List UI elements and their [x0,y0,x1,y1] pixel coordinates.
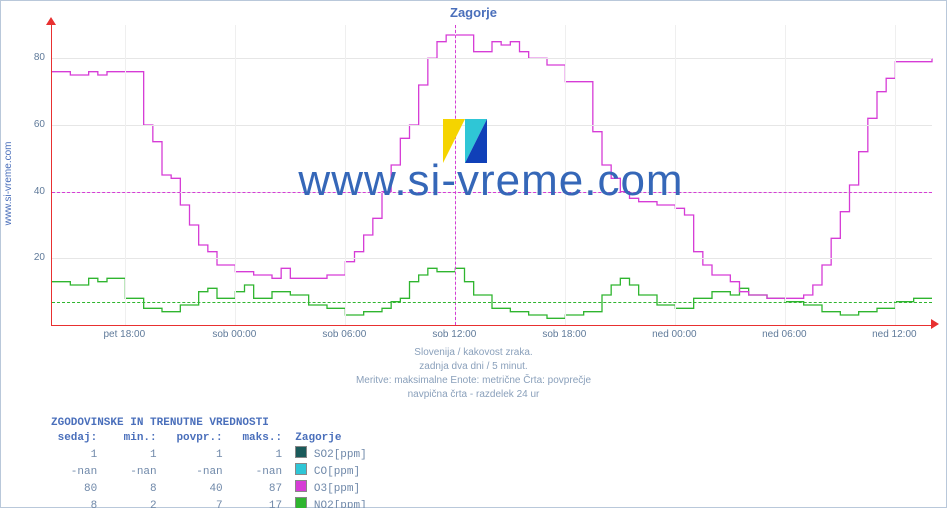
avg-line-o3 [52,192,932,193]
legend-label: CO[ppm] [314,466,360,478]
h-gridline [52,258,932,259]
x-tick-label: ned 06:00 [762,329,807,340]
stats-table: ZGODOVINSKE IN TRENUTNE VREDNOSTI sedaj:… [51,416,367,508]
stats-row: -nan -nan -nan -nan CO[ppm] [51,463,367,480]
stats-row: 1 1 1 1 SO2[ppm] [51,446,367,463]
x-axis-arrow-icon [931,319,939,329]
y-axis-arrow-icon [46,17,56,25]
stats-title: ZGODOVINSKE IN TRENUTNE VREDNOSTI [51,416,367,431]
chart-frame: www.si-vreme.com Zagorje Slovenija / kak… [0,0,947,508]
stats-row: 80 8 40 87 O3[ppm] [51,480,367,497]
legend-swatch-icon [295,446,307,458]
legend-label: O3[ppm] [314,483,360,495]
caption-line: navpična črta - razdelek 24 ur [1,388,946,402]
avg-line-no2 [52,302,932,303]
series-no2 [52,268,932,318]
x-tick-label: sob 06:00 [322,329,366,340]
side-source-label: www.si-vreme.com [3,141,14,225]
v-gridline [235,25,236,325]
h-gridline [52,125,932,126]
x-tick-label: sob 00:00 [212,329,256,340]
legend-label: NO2[ppm] [314,500,367,508]
legend-swatch-icon [295,480,307,492]
v-gridline [345,25,346,325]
x-tick-label: ned 12:00 [872,329,917,340]
x-tick-label: sob 12:00 [432,329,476,340]
chart-svg [52,25,932,325]
caption-line: Meritve: maksimalne Enote: metrične Črta… [1,374,946,388]
x-tick-label: sob 18:00 [542,329,586,340]
y-tick-label: 80 [5,52,45,63]
x-tick-label: ned 00:00 [652,329,697,340]
v-gridline [895,25,896,325]
y-tick-label: 40 [5,186,45,197]
plot-area [51,25,932,326]
legend-swatch-icon [295,463,307,475]
v-gridline [565,25,566,325]
legend-label: SO2[ppm] [314,449,367,461]
caption-line: Slovenija / kakovost zraka. [1,346,946,360]
v-gridline [675,25,676,325]
x-tick-label: pet 18:00 [103,329,145,340]
v-gridline [125,25,126,325]
chart-caption: Slovenija / kakovost zraka. zadnja dva d… [1,346,946,402]
stats-row: 8 2 7 17 NO2[ppm] [51,497,367,508]
v-gridline [785,25,786,325]
caption-line: zadnja dva dni / 5 minut. [1,360,946,374]
y-tick-label: 20 [5,252,45,263]
legend-swatch-icon [295,497,307,508]
chart-title: Zagorje [1,5,946,20]
y-tick-label: 60 [5,119,45,130]
h-gridline [52,58,932,59]
stats-header-row: sedaj: min.: povpr.: maks.: Zagorje [51,431,367,446]
v-24h-marker [455,25,456,325]
